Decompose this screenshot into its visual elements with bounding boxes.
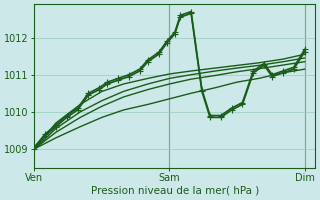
X-axis label: Pression niveau de la mer( hPa ): Pression niveau de la mer( hPa ) — [91, 186, 259, 196]
